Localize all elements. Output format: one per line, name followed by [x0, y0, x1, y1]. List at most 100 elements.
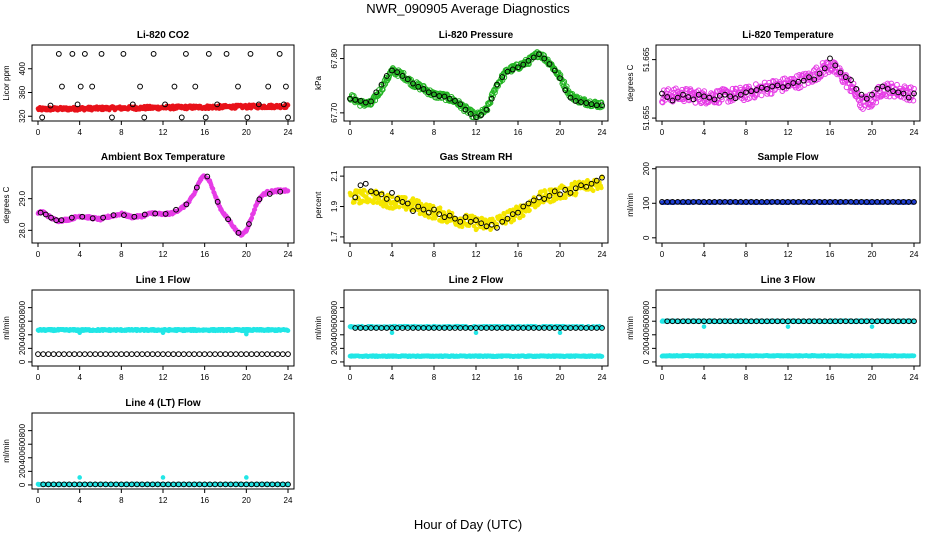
x-tick-label: 24	[910, 373, 919, 382]
data-point	[362, 180, 369, 187]
series-layer	[35, 51, 291, 121]
data-point	[42, 211, 49, 218]
data-point	[562, 186, 569, 193]
y-tick-label: 1.7	[330, 231, 339, 243]
data-point	[905, 94, 912, 101]
y-tick-label: 51.665	[642, 47, 651, 72]
data-point	[546, 192, 553, 199]
data-point	[890, 88, 896, 95]
data-point	[285, 328, 291, 333]
plot-frame	[655, 166, 921, 244]
y-tick-label: 100	[642, 196, 651, 210]
x-tick-label: 24	[598, 373, 607, 382]
data-point	[389, 189, 395, 196]
chart-title: Line 2 Flow	[449, 275, 504, 286]
x-tick-label: 20	[242, 373, 251, 382]
data-point	[141, 211, 148, 218]
data-point	[425, 89, 432, 96]
data-point	[509, 211, 516, 218]
data-point	[452, 215, 458, 222]
y-tick-label: 800	[330, 300, 339, 314]
x-tick-label: 8	[119, 373, 124, 382]
y-tick-label: 67.80	[330, 48, 339, 69]
data-point	[39, 114, 46, 121]
data-point	[743, 89, 749, 96]
data-point	[457, 218, 464, 225]
data-point	[186, 351, 192, 358]
data-point	[473, 114, 479, 121]
data-point	[248, 351, 255, 358]
data-point	[511, 217, 517, 223]
data-point	[222, 351, 229, 358]
data-point	[137, 83, 143, 90]
data-point	[368, 98, 374, 105]
x-tick-label: 16	[826, 128, 835, 137]
data-point	[150, 51, 157, 57]
x-tick-label: 4	[702, 250, 707, 259]
x-tick-label: 8	[744, 128, 749, 137]
data-point	[593, 177, 600, 184]
data-point	[483, 106, 490, 113]
data-point	[214, 101, 221, 108]
data-point	[404, 200, 411, 207]
data-point	[599, 325, 605, 331]
series-layer	[659, 55, 917, 112]
data-point	[573, 190, 579, 196]
data-point	[846, 80, 853, 87]
y-tick-label: 600	[642, 314, 651, 328]
x-tick-label: 0	[36, 250, 41, 259]
data-point	[768, 90, 775, 97]
data-point	[394, 69, 401, 76]
data-point	[869, 102, 876, 108]
data-point	[50, 351, 57, 358]
data-point	[389, 67, 395, 74]
data-point	[89, 215, 96, 222]
data-point	[410, 208, 416, 214]
data-point	[225, 216, 232, 223]
data-point	[858, 91, 865, 98]
x-tick-label: 8	[119, 250, 124, 259]
data-point	[152, 210, 159, 217]
x-tick-label: 12	[472, 128, 481, 137]
data-point	[192, 83, 199, 90]
data-point	[120, 51, 127, 57]
x-tick-label: 0	[348, 250, 353, 259]
data-point	[233, 351, 239, 358]
data-point	[536, 194, 542, 201]
data-point	[706, 94, 713, 101]
data-point	[399, 73, 406, 79]
page-title: NWR_090905 Average Diagnostics	[366, 1, 570, 16]
data-point	[79, 213, 86, 220]
x-tick-label: 20	[556, 128, 565, 137]
x-tick-label: 4	[390, 373, 395, 382]
data-point	[246, 221, 252, 227]
y-tick-label: 800	[18, 300, 27, 314]
data-point	[362, 188, 367, 193]
data-point	[541, 196, 548, 202]
data-point	[276, 51, 283, 57]
data-point	[900, 90, 907, 97]
data-point	[894, 81, 900, 88]
data-point	[113, 351, 120, 358]
data-point	[183, 201, 190, 208]
x-tick-label: 4	[77, 250, 82, 259]
data-point	[680, 91, 686, 98]
data-point	[446, 95, 453, 102]
data-point	[76, 351, 83, 358]
data-point	[674, 94, 681, 101]
data-point	[827, 55, 833, 62]
data-point	[265, 83, 272, 90]
data-point	[557, 191, 563, 198]
y-tick-label: 200	[18, 341, 27, 355]
data-point	[256, 196, 263, 203]
data-point	[109, 114, 115, 121]
data-point	[599, 354, 605, 359]
data-point	[774, 82, 781, 89]
x-tick-label: 0	[660, 373, 665, 382]
data-point	[816, 70, 823, 77]
data-point	[494, 81, 500, 88]
data-point	[40, 351, 47, 358]
data-point	[520, 61, 527, 68]
